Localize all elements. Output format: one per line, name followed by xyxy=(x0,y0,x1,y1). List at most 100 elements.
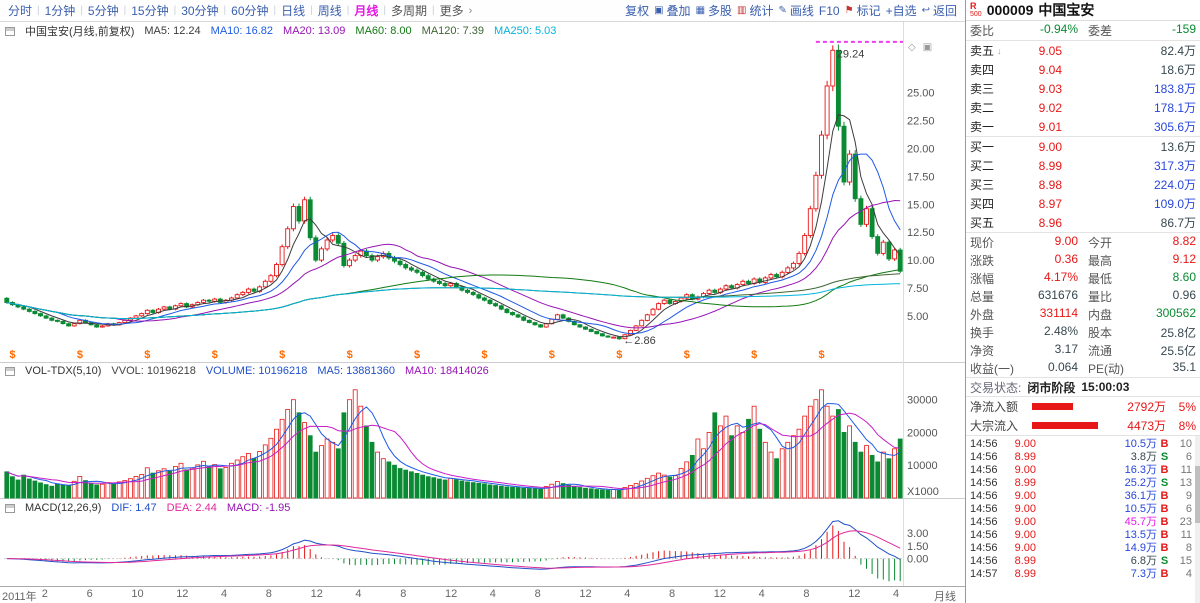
x-axis-label: 6 xyxy=(86,588,93,600)
bid-row[interactable]: 买一 9.00 13.6万 xyxy=(966,137,1200,156)
svg-text:$: $ xyxy=(751,349,757,361)
stats-half: 换手 2.48% xyxy=(970,324,1078,341)
stats-half: 今开 8.82 xyxy=(1088,234,1196,251)
svg-text:$: $ xyxy=(347,349,353,361)
svg-text:1.50: 1.50 xyxy=(907,541,928,553)
level-volume: 18.6万 xyxy=(1160,63,1196,77)
ask-row[interactable]: 卖一 9.01 305.6万 xyxy=(966,117,1200,136)
scrollbar-thumb[interactable] xyxy=(1195,466,1200,523)
svg-text:$: $ xyxy=(414,349,420,361)
bid-row[interactable]: 买四 8.97 109.0万 xyxy=(966,194,1200,213)
svg-text:$: $ xyxy=(144,349,150,361)
x-axis-label: 12 xyxy=(713,588,727,600)
toolbar-button-标记[interactable]: ⚑ 标记 xyxy=(845,2,881,19)
period-tab-多周期[interactable]: 多周期 xyxy=(391,4,428,18)
ask-row[interactable]: 卖五 ↓ 9.05 82.4万 xyxy=(966,41,1200,60)
tick-price: 8.99 xyxy=(1014,451,1036,463)
toolbar-button-画线[interactable]: ✎ 画线 xyxy=(779,2,814,19)
toolbar-button-叠加[interactable]: ▣ 叠加 xyxy=(654,2,690,19)
period-tab-1分钟[interactable]: 1分钟 xyxy=(44,4,76,18)
stats-half: 外盘 331114 xyxy=(970,306,1078,323)
toolbar: 分时 | 1分钟 | 5分钟 | 15分钟 | 30分钟 | 60分钟 | 日线 | 周线 | 月线 | 多周期 | 更… xyxy=(0,0,965,22)
tick-row: 14:56 9.00 36.1万 B 9 xyxy=(966,490,1200,503)
period-tab-周线[interactable]: 周线 xyxy=(317,4,342,18)
level-price: 9.00 xyxy=(1038,139,1062,154)
macd-pane-header: MACD(12,26,9) DIF: 1.47 DEA: 2.44 MACD: -1… xyxy=(0,500,903,516)
period-tab-日线[interactable]: 日线 xyxy=(281,4,306,18)
toolbar-button-label: 复权 xyxy=(625,4,650,18)
volume-pane-header: VOL-TDX(5,10) VVOL: 10196218 VOLUME: 1019… xyxy=(0,363,903,379)
stats-row: 总量 631676 量比 0.96 xyxy=(966,287,1200,305)
trade-status-time: 15:00:03 xyxy=(1081,380,1130,394)
stat-value: 35.1 xyxy=(1172,359,1196,374)
toolbar-button-返回[interactable]: ↩ 返回 xyxy=(922,2,957,19)
level-volume: 109.0万 xyxy=(1153,197,1196,211)
period-tab-5分钟[interactable]: 5分钟 xyxy=(87,4,119,18)
scrollbar[interactable] xyxy=(1195,436,1200,603)
period-tab-15分钟[interactable]: 15分钟 xyxy=(131,4,169,18)
level-label: 买四 xyxy=(970,197,995,211)
ask-row[interactable]: 卖三 9.03 183.8万 xyxy=(966,79,1200,98)
period-indicator-label: 月线 xyxy=(934,591,956,603)
toolbar-button-多股[interactable]: ▦ 多股 xyxy=(696,2,732,19)
tick-direction: B xyxy=(1160,529,1169,541)
pane-settings-icon[interactable] xyxy=(5,26,15,36)
pane-settings-icon[interactable] xyxy=(5,503,15,513)
bid-row[interactable]: 买三 8.98 224.0万 xyxy=(966,175,1200,194)
toolbar-button-复权[interactable]: 复权 xyxy=(625,2,649,19)
scroll-down-icon[interactable]: ↓ xyxy=(997,45,1002,56)
ask-row[interactable]: 卖四 9.04 18.6万 xyxy=(966,60,1200,79)
period-tab-30分钟[interactable]: 30分钟 xyxy=(181,4,219,18)
stat-label: 最高 xyxy=(1088,253,1113,268)
multi-stock-icon: ▦ xyxy=(695,4,706,16)
stat-value: 331114 xyxy=(1039,305,1078,320)
stat-value: 0.96 xyxy=(1172,287,1196,302)
tick-volume: 13.5万 xyxy=(1124,529,1157,541)
macd-field: DEA: 2.44 xyxy=(166,502,217,514)
tick-count: 9 xyxy=(1185,490,1192,502)
stat-label: 最低 xyxy=(1088,271,1113,286)
diamond-mark-icon[interactable]: ◇ xyxy=(908,42,916,53)
svg-text:10000: 10000 xyxy=(907,460,938,472)
weibi-row: 委比 -0.94% 委差 -159 xyxy=(966,21,1200,41)
svg-text:10.00: 10.00 xyxy=(907,255,935,267)
stock-stats: 现价 9.00 今开 8.82 涨跌 0.36 最高 9.12 涨幅 4.17% 最低 8.60 总量 6… xyxy=(966,232,1200,377)
period-tab-月线[interactable]: 月线 xyxy=(354,4,379,18)
level-price: 9.01 xyxy=(1038,119,1062,134)
tick-list[interactable]: 14:56 9.00 10.5万 B 10 14:56 8.99 3.8万 S 6 14:56 9.0… xyxy=(966,436,1200,603)
toolbar-button-F10[interactable]: F10 xyxy=(819,4,840,18)
level-volume: 178.1万 xyxy=(1153,101,1196,115)
toolbar-button-统计[interactable]: ▥ 统计 xyxy=(737,2,773,19)
trade-status-value: 闭市阶段 xyxy=(1027,380,1076,395)
ask-row[interactable]: 卖二 9.02 178.1万 xyxy=(966,98,1200,117)
tick-time: 14:56 xyxy=(970,451,998,463)
stat-label: 委差 xyxy=(1088,24,1113,38)
bid-row[interactable]: 买二 8.99 317.3万 xyxy=(966,156,1200,175)
main-chart-svg[interactable]: $ $ $ $ $ $ $ $ $ $ $ $ $29.24←2.8625.0022.5020.0017… xyxy=(0,22,965,603)
pane-settings-icon[interactable] xyxy=(5,366,15,376)
money-flow: 净流入额 2792万 5% 大宗流入 4473万 8% xyxy=(966,397,1200,436)
stat-label: 净资 xyxy=(970,343,995,358)
stats-half: 涨跌 0.36 xyxy=(970,252,1078,269)
tick-volume: 10.5万 xyxy=(1124,503,1157,515)
bid-row[interactable]: 买五 8.96 86.7万 xyxy=(966,213,1200,232)
stats-half: 净资 3.17 xyxy=(970,342,1078,359)
period-tab-更多[interactable]: 更多 xyxy=(439,4,464,18)
level-volume: 82.4万 xyxy=(1160,44,1196,58)
x-axis-label: 12 xyxy=(176,588,189,600)
toolbar-button-+自选[interactable]: +自选 xyxy=(886,2,917,19)
chart-region[interactable]: $ $ $ $ $ $ $ $ $ $ $ $ $29.24 ←2.86 25.00 22.50 20.00 17… xyxy=(0,22,965,603)
stat-value: 0.064 xyxy=(1047,359,1078,374)
x-axis-label: 4 xyxy=(221,588,228,600)
period-tab-分时[interactable]: 分时 xyxy=(8,4,33,18)
stock-code: 000009 xyxy=(986,2,1034,18)
trade-status-label: 交易状态: xyxy=(970,380,1022,395)
period-tab-60分钟[interactable]: 60分钟 xyxy=(231,4,269,18)
stock-flags: R 500 xyxy=(970,2,982,19)
svg-text:$: $ xyxy=(77,349,83,361)
x-axis-label: 12 xyxy=(445,588,458,600)
window-restore-icon[interactable]: ▣ xyxy=(922,42,933,53)
tick-volume: 6.8万 xyxy=(1130,555,1157,567)
level-price: 8.96 xyxy=(1038,215,1062,230)
